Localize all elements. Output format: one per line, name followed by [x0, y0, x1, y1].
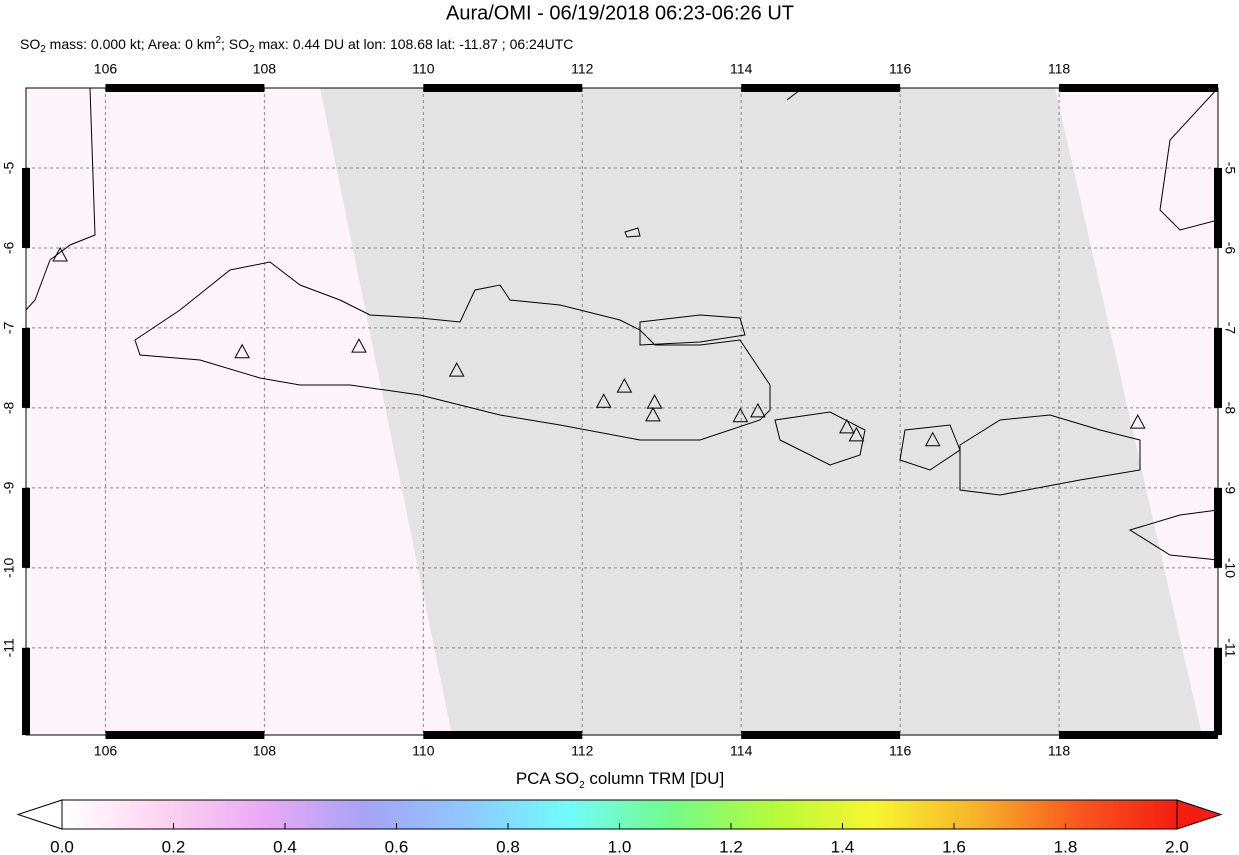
volcano [234, 343, 250, 359]
volcano [839, 418, 855, 434]
subtitle-part: max: 0.44 DU at lon: 108.68 lat: -11.87 … [255, 36, 574, 52]
colorbar-max-arrow [1176, 799, 1223, 830]
colorbar-tick-label: 0.0 [50, 837, 74, 855]
chart-title: Aura/OMI - 06/19/2018 06:23-06:26 UT [446, 2, 794, 24]
y-tick-label: -7 [1, 321, 17, 334]
colorbar-tick-label: 0.6 [385, 837, 409, 855]
x-tick-label: 112 [571, 61, 594, 77]
chart-subtitle: SO2 mass: 0.000 kt; Area: 0 km2; SO2 max… [20, 35, 573, 55]
colorbar-tick-label: 1.2 [719, 837, 743, 855]
volcano [732, 407, 749, 423]
colorbar-tick-label: 1.8 [1054, 837, 1078, 855]
y-tick-label: -5 [1222, 162, 1238, 175]
volcano [52, 246, 69, 262]
swath [320, 88, 1202, 735]
colorbar-tick-label: 1.4 [831, 837, 855, 855]
y-tick-label: -11 [1, 638, 17, 657]
y-tick-label: -11 [1222, 638, 1238, 657]
colorbar-tick-label: 0.4 [273, 837, 297, 855]
y-tick-label: -8 [1, 401, 17, 414]
volcano [448, 362, 465, 377]
frame-segment [22, 167, 30, 248]
y-tick-label: -5 [1, 162, 17, 175]
x-tick-label: 116 [889, 743, 912, 759]
volcano [750, 402, 766, 418]
frame-segment [1059, 84, 1218, 92]
y-tick-label: -8 [1222, 402, 1238, 415]
colorbar-label-part: PCA SO [516, 769, 579, 788]
colorbar-label-part: column TRM [DU] [585, 769, 725, 788]
colorbar-min-arrow [16, 799, 63, 830]
subtitle-part: mass: 0.000 kt; Area: 0 km [46, 36, 216, 52]
x-tick-label: 110 [412, 61, 435, 77]
volcano [351, 338, 367, 353]
volcano [645, 406, 661, 422]
x-tick-label: 118 [1048, 61, 1071, 77]
map-frame [25, 87, 1219, 736]
x-tick-label: 114 [730, 61, 753, 77]
subtitle-part: ; SO [221, 36, 249, 52]
frame-segment [741, 731, 901, 739]
map-area [26, 88, 1218, 735]
coastlines [26, 88, 1218, 561]
x-tick-label: 108 [253, 743, 277, 759]
volcano [616, 378, 633, 393]
frame-segment [22, 487, 30, 568]
colorbar-label: PCA SO2 column TRM [DU] [516, 769, 724, 790]
y-tick-label: -7 [1222, 322, 1238, 335]
frame-segment [22, 327, 30, 408]
colorbar-tick-label: 1.0 [608, 837, 632, 855]
y-tick-label: -9 [1222, 482, 1238, 495]
colorbar-tick-label: 2.0 [1165, 837, 1189, 855]
x-tick-label: 106 [94, 743, 118, 759]
x-tick-label: 112 [571, 743, 594, 759]
y-tick-label: -6 [1, 242, 17, 255]
y-tick-label: -9 [1, 481, 17, 494]
colorbar-label-part: 2 [579, 780, 585, 791]
subtitle-part: 2 [215, 35, 221, 46]
colorbar-tick-label: 0.2 [162, 837, 186, 855]
x-tick-label: 106 [94, 61, 118, 77]
frame-segment [423, 84, 583, 92]
colorbar-tick-label: 0.8 [496, 837, 520, 855]
frame-segment [1214, 327, 1222, 408]
volcano [924, 431, 941, 447]
y-tick-label: -10 [1, 558, 17, 578]
frame-segment [22, 647, 30, 735]
frame-segment [1214, 487, 1222, 568]
volcano [848, 426, 865, 442]
subtitle-part: 2 [40, 44, 46, 55]
subtitle-part: 2 [249, 44, 255, 55]
frame-segment [1214, 167, 1222, 248]
frame-segment [1214, 647, 1222, 735]
x-tick-label: 110 [412, 743, 435, 759]
x-tick-label: 116 [889, 61, 912, 77]
frame-segment [741, 84, 901, 92]
volcano [1129, 414, 1146, 429]
colorbar-tick-label: 1.6 [942, 837, 966, 855]
frame-segment [423, 731, 583, 739]
x-tick-label: 114 [730, 743, 753, 759]
y-tick-label: -10 [1222, 558, 1238, 578]
volcano [646, 394, 663, 409]
frame-segment [1059, 731, 1218, 739]
frame-segment [105, 731, 265, 739]
y-tick-label: -6 [1222, 242, 1238, 255]
volcano [595, 393, 612, 408]
subtitle-part: SO [20, 36, 40, 52]
x-tick-label: 108 [253, 61, 277, 77]
frame-segment [105, 84, 265, 92]
x-tick-label: 118 [1048, 743, 1071, 759]
